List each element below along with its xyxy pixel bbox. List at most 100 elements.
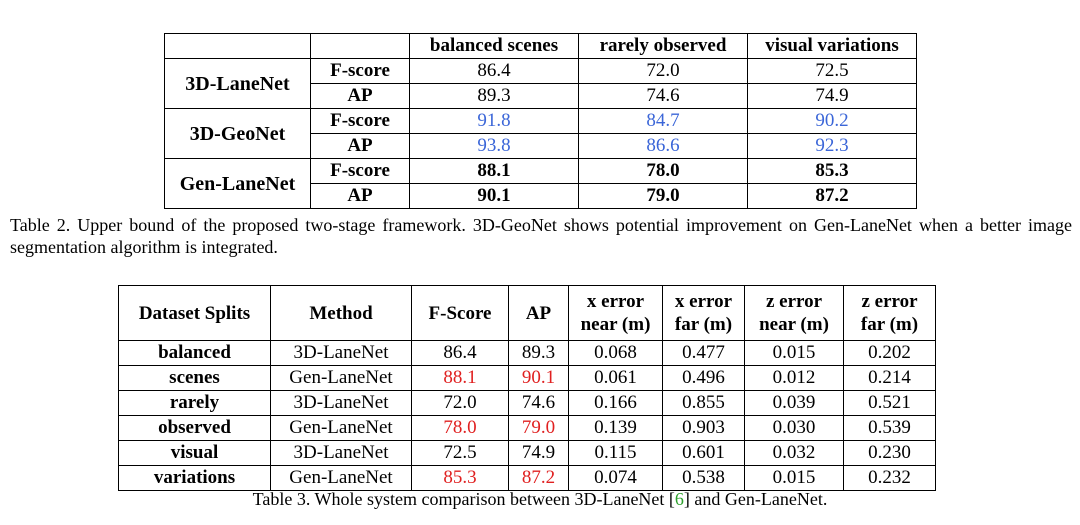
citation-link[interactable]: 6: [674, 489, 684, 509]
value-cell: 90.1: [409, 183, 579, 209]
method-cell: Gen-LaneNet: [164, 158, 311, 209]
table-row: balanced 3D-LaneNet 86.4 89.3 0.068 0.47…: [118, 340, 936, 366]
value-cell: 0.139: [568, 415, 663, 441]
value-cell: 0.115: [568, 440, 663, 466]
split-cell: observed: [118, 415, 271, 441]
table-2-header-row: balanced scenes rarely observed visual v…: [164, 33, 917, 59]
table-row: observed Gen-LaneNet 78.0 79.0 0.139 0.9…: [118, 415, 936, 441]
value-cell: 0.015: [744, 340, 844, 366]
method-cell: Gen-LaneNet: [270, 415, 412, 441]
value-cell: 85.3: [411, 465, 509, 491]
value-cell: 85.3: [747, 158, 917, 184]
value-cell: 89.3: [409, 83, 579, 109]
value-cell: 0.477: [662, 340, 745, 366]
value-cell: 87.2: [747, 183, 917, 209]
value-cell: 0.855: [662, 390, 745, 416]
value-cell: 79.0: [578, 183, 748, 209]
value-cell: 0.061: [568, 365, 663, 391]
header-dataset-splits: Dataset Splits: [118, 285, 271, 341]
value-cell: 88.1: [409, 158, 579, 184]
value-cell: 0.903: [662, 415, 745, 441]
value-cell: 0.012: [744, 365, 844, 391]
value-cell: 86.6: [578, 133, 748, 159]
method-cell: 3D-LaneNet: [270, 440, 412, 466]
table-2-header-cell: [164, 33, 311, 59]
value-cell: 0.074: [568, 465, 663, 491]
table-row: 3D-GeoNet F-score 91.8 84.7 90.2: [164, 108, 917, 159]
value-cell: 0.496: [662, 365, 745, 391]
table-row: AP 90.1 79.0 87.2: [165, 183, 917, 209]
split-cell: balanced: [118, 340, 271, 366]
value-cell: 0.030: [744, 415, 844, 441]
value-cell: 78.0: [578, 158, 748, 184]
header-x-error-near: x error near (m): [568, 285, 663, 341]
value-cell: 78.0: [411, 415, 509, 441]
split-cell: scenes: [118, 365, 271, 391]
metric-cell: F-score: [310, 158, 410, 184]
table-3-header-row: Dataset Splits Method F-Score AP x error…: [118, 285, 936, 341]
value-cell: 92.3: [747, 133, 917, 159]
metric-cell: F-score: [310, 108, 410, 134]
value-cell: 79.0: [508, 415, 569, 441]
value-cell: 72.5: [747, 58, 917, 84]
split-cell: variations: [118, 465, 271, 491]
value-cell: 84.7: [578, 108, 748, 134]
value-cell: 0.230: [843, 440, 936, 466]
header-x-error-far: x error far (m): [662, 285, 745, 341]
table-row: rarely 3D-LaneNet 72.0 74.6 0.166 0.855 …: [118, 390, 936, 416]
method-cell: 3D-GeoNet: [164, 108, 311, 159]
method-cell: Gen-LaneNet: [270, 365, 412, 391]
header-z-error-near: z error near (m): [744, 285, 844, 341]
value-cell: 0.202: [843, 340, 936, 366]
table-row: variations Gen-LaneNet 85.3 87.2 0.074 0…: [118, 465, 936, 491]
value-cell: 72.0: [578, 58, 748, 84]
header-f-score: F-Score: [411, 285, 509, 341]
value-cell: 0.015: [744, 465, 844, 491]
value-cell: 89.3: [508, 340, 569, 366]
value-cell: 0.032: [744, 440, 844, 466]
value-cell: 0.538: [662, 465, 745, 491]
value-cell: 0.166: [568, 390, 663, 416]
value-cell: 74.6: [508, 390, 569, 416]
table-row: Gen-LaneNet F-score 88.1 78.0 85.3: [164, 158, 917, 209]
header-method: Method: [270, 285, 412, 341]
value-cell: 93.8: [409, 133, 579, 159]
metric-cell: AP: [310, 183, 410, 209]
table-2: balanced scenes rarely observed visual v…: [164, 33, 917, 209]
table-2-caption: Table 2. Upper bound of the proposed two…: [10, 215, 1072, 257]
value-cell: 0.601: [662, 440, 745, 466]
table-3: Dataset Splits Method F-Score AP x error…: [118, 285, 936, 491]
metric-cell: AP: [310, 133, 410, 159]
value-cell: 0.068: [568, 340, 663, 366]
table-2-header-cell: balanced scenes: [409, 33, 579, 59]
value-cell: 72.5: [411, 440, 509, 466]
value-cell: 0.539: [843, 415, 936, 441]
value-cell: 90.1: [508, 365, 569, 391]
value-cell: 91.8: [409, 108, 579, 134]
value-cell: 86.4: [409, 58, 579, 84]
value-cell: 0.521: [843, 390, 936, 416]
table-row: scenes Gen-LaneNet 88.1 90.1 0.061 0.496…: [118, 365, 936, 391]
value-cell: 74.6: [578, 83, 748, 109]
value-cell: 74.9: [508, 440, 569, 466]
value-cell: 0.039: [744, 390, 844, 416]
method-cell: 3D-LaneNet: [270, 390, 412, 416]
value-cell: 88.1: [411, 365, 509, 391]
table-row: AP 89.3 74.6 74.9: [165, 83, 917, 109]
method-cell: Gen-LaneNet: [270, 465, 412, 491]
value-cell: 86.4: [411, 340, 509, 366]
value-cell: 72.0: [411, 390, 509, 416]
table-2-header-cell: rarely observed: [578, 33, 748, 59]
metric-cell: F-score: [310, 58, 410, 84]
split-cell: visual: [118, 440, 271, 466]
table-2-header-cell: visual variations: [747, 33, 917, 59]
method-cell: 3D-LaneNet: [164, 58, 311, 109]
metric-cell: AP: [310, 83, 410, 109]
value-cell: 0.214: [843, 365, 936, 391]
value-cell: 74.9: [747, 83, 917, 109]
value-cell: 90.2: [747, 108, 917, 134]
table-row: AP 93.8 86.6 92.3: [165, 133, 917, 159]
header-z-error-far: z error far (m): [843, 285, 936, 341]
table-row: 3D-LaneNet F-score 86.4 72.0 72.5: [164, 58, 917, 109]
table-2-header-cell: [310, 33, 410, 59]
